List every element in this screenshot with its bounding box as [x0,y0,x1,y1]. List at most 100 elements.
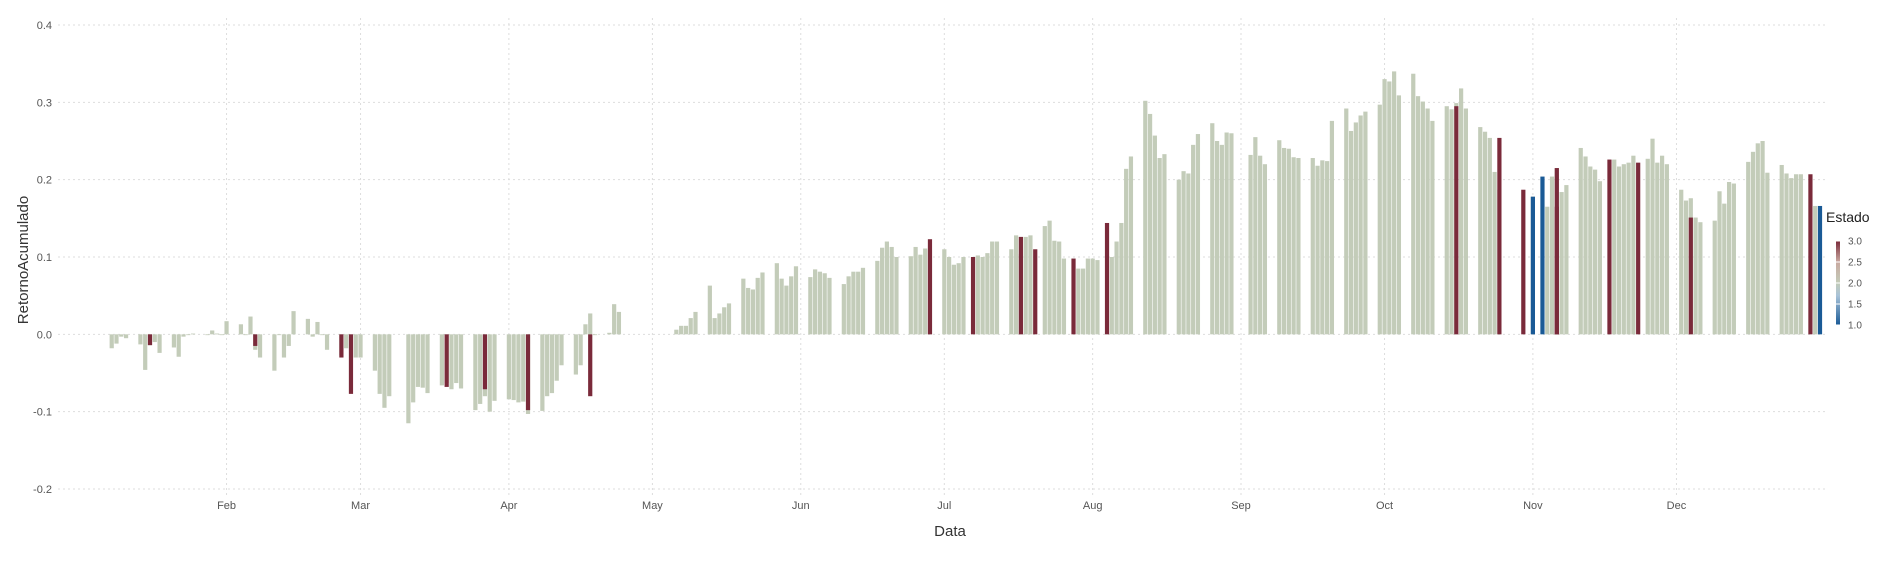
bar [171,334,177,348]
bar [875,260,880,335]
bar [726,303,732,335]
bar [1645,158,1650,335]
bar [521,334,526,402]
bar [549,334,555,394]
bar [1683,200,1689,335]
bar [961,257,966,335]
y-tick-label: 0.4 [37,20,52,32]
bar [181,334,186,337]
bar [420,334,425,388]
x-tick-label: Jul [937,500,951,512]
bar [1597,181,1602,335]
x-axis-title: Data [934,523,966,540]
bar [272,334,277,371]
bar [1344,108,1349,335]
bar [880,247,885,335]
bar [1784,173,1789,335]
bar [545,334,550,397]
bar [942,249,947,335]
bar-state-3 [1018,236,1023,335]
bar [1444,106,1449,335]
bar [119,334,124,337]
bar [1152,135,1157,335]
bar [894,257,899,335]
bar-state-3 [339,334,344,358]
bar [1320,160,1325,335]
bar [277,334,282,336]
bar [923,248,928,335]
bar [1224,132,1229,335]
bar [746,287,751,335]
bar [1176,179,1181,335]
y-tick-label: 0.2 [37,175,52,187]
bar [382,334,387,408]
bar [918,254,923,335]
bar [741,278,746,335]
bar [679,325,684,335]
bar [856,271,861,335]
bar [1430,120,1435,335]
bar [1315,165,1320,335]
bar [851,271,856,335]
bar-state-3 [525,334,531,411]
bar [1415,96,1421,335]
bar [248,316,253,335]
bar [750,289,756,335]
bar [540,334,545,411]
bar [592,334,598,336]
bar [1578,147,1583,335]
bar [372,334,377,371]
bar [1564,185,1569,335]
bar [1248,154,1253,335]
bar [559,334,564,366]
bar [1478,127,1483,335]
bar [1363,111,1368,335]
bar [1009,249,1014,335]
legend-tick-label: 1.0 [1848,321,1862,332]
bar [353,334,358,358]
legend-tick-label: 1.5 [1848,300,1862,311]
bar [1181,171,1186,335]
bar [817,271,823,335]
legend-tick-label: 2.0 [1848,279,1862,290]
bar [1726,181,1732,335]
bar [1626,162,1631,335]
bar [123,334,129,339]
bar [1348,130,1354,335]
bar [324,334,330,350]
bar [205,334,210,336]
bar [210,330,215,335]
bar [1746,161,1751,335]
bar [1549,176,1555,335]
bar [186,334,191,336]
bar [1449,109,1454,335]
x-tick-label: Aug [1083,500,1103,512]
bar [884,241,890,335]
bar [286,334,291,346]
legend: Estado 1.0 1.5 2.0 2.5 3.0 [1826,209,1870,332]
bar [458,334,464,389]
bar [1731,183,1736,335]
bar [947,257,952,335]
bar [990,241,995,335]
bar [305,318,311,335]
bar [487,334,492,412]
bar [1128,156,1134,335]
bar [1277,140,1282,335]
bar [1631,155,1636,335]
bar [406,334,411,424]
bar [1147,113,1153,335]
bar [1291,157,1296,335]
y-axis-title: RetornoAcumulado [15,196,32,324]
bar [1076,268,1081,335]
bar [779,278,784,335]
bar [1061,258,1067,335]
bar [415,334,421,387]
bar [956,263,961,335]
bar [793,266,799,335]
bar-state-3 [927,239,933,335]
bar [114,334,119,344]
bar [951,264,956,335]
bar [1329,120,1335,335]
bar-state-3 [1521,189,1526,335]
